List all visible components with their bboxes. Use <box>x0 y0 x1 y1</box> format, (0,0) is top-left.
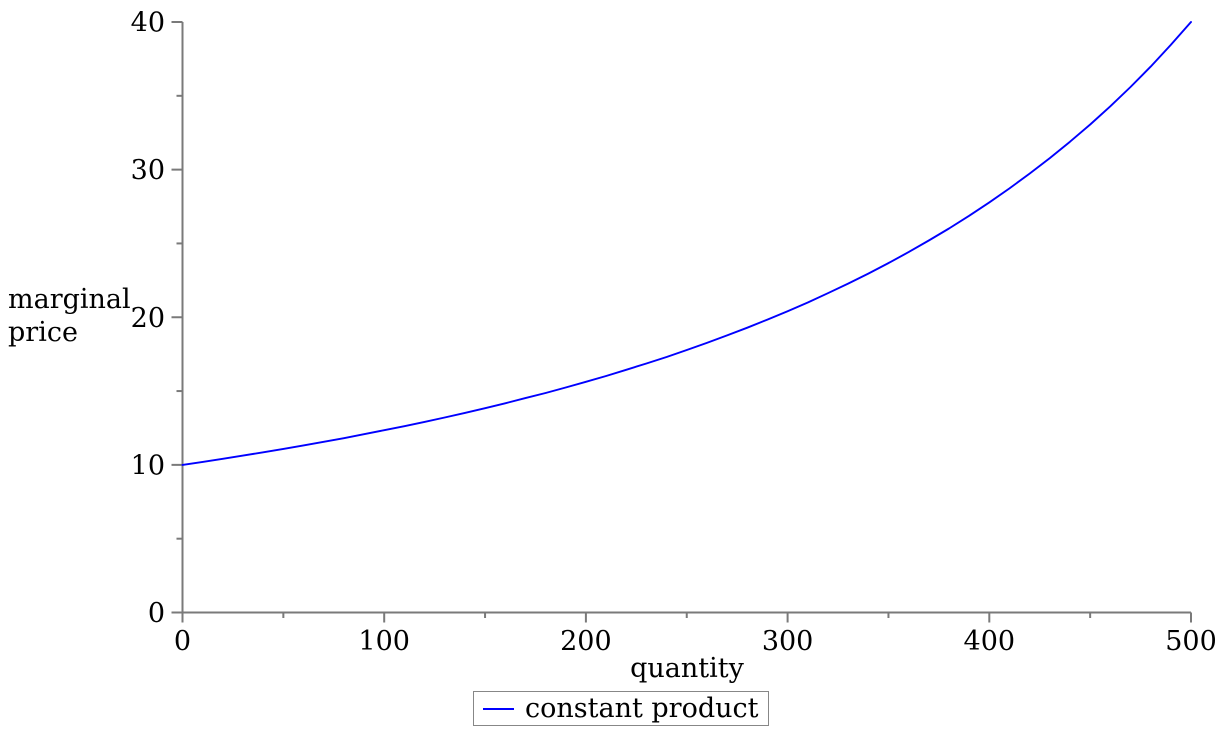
y-tick-label: 40 <box>131 8 165 39</box>
legend-box: constant product <box>473 691 770 726</box>
curve-constant-product <box>181 21 1192 466</box>
y-tick-label: 10 <box>131 450 165 481</box>
y-axis-title: marginal price <box>8 283 131 349</box>
x-tick-label: 300 <box>762 626 814 657</box>
x-tick-label: 500 <box>1165 626 1217 657</box>
x-axis-title: quantity <box>630 653 744 684</box>
x-tick-label: 0 <box>174 626 191 657</box>
y-axis-title-line2: price <box>8 317 78 348</box>
legend-label: constant product <box>525 693 759 724</box>
x-tick-label: 400 <box>964 626 1016 657</box>
y-tick-label: 20 <box>131 303 165 334</box>
x-tick-label: 100 <box>358 626 410 657</box>
y-tick-label: 0 <box>148 598 165 629</box>
y-axis-title-line1: marginal <box>8 284 131 315</box>
legend-line-sample <box>483 707 514 710</box>
x-tick-label: 200 <box>560 626 612 657</box>
y-tick-label: 30 <box>131 155 165 186</box>
